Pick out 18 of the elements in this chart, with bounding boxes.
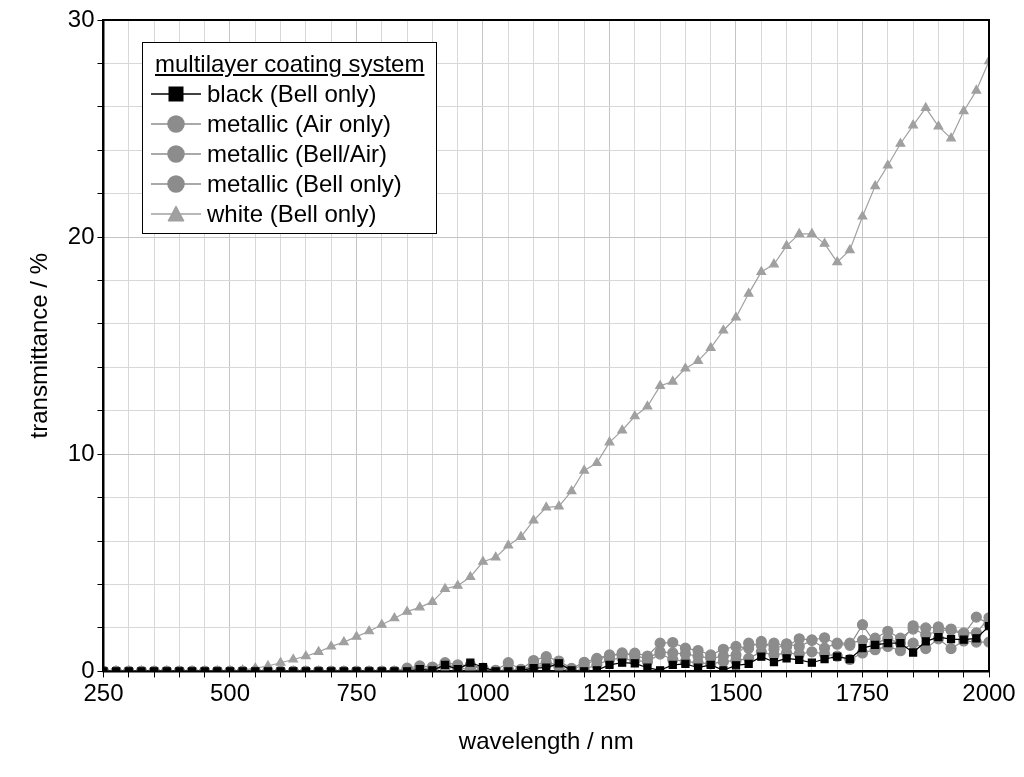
x-tick-label: 750: [336, 679, 377, 707]
x-tick-label: 1500: [709, 679, 763, 707]
legend-label: white (Bell only): [207, 199, 377, 229]
x-tick-label: 500: [209, 679, 251, 707]
y-tick-label: 20: [67, 221, 95, 249]
y-axis-title: transmittance / %: [25, 253, 53, 439]
legend-title: multilayer coating system: [154, 49, 425, 79]
y-tick-label: 30: [67, 4, 95, 32]
x-axis-title: wavelength / nm: [457, 727, 634, 755]
y-tick-label: 10: [67, 438, 95, 466]
legend-label: metallic (Bell/Air): [207, 139, 388, 169]
x-tick-label: 1750: [835, 679, 890, 707]
legend-label: metallic (Bell only): [207, 169, 402, 199]
legend-label: black (Bell only): [207, 79, 377, 109]
x-tick-label: 1000: [456, 679, 510, 707]
x-tick-label: 2000: [962, 679, 1016, 707]
legend-label: metallic (Air only): [207, 109, 392, 139]
x-tick-label: 1250: [582, 679, 637, 707]
